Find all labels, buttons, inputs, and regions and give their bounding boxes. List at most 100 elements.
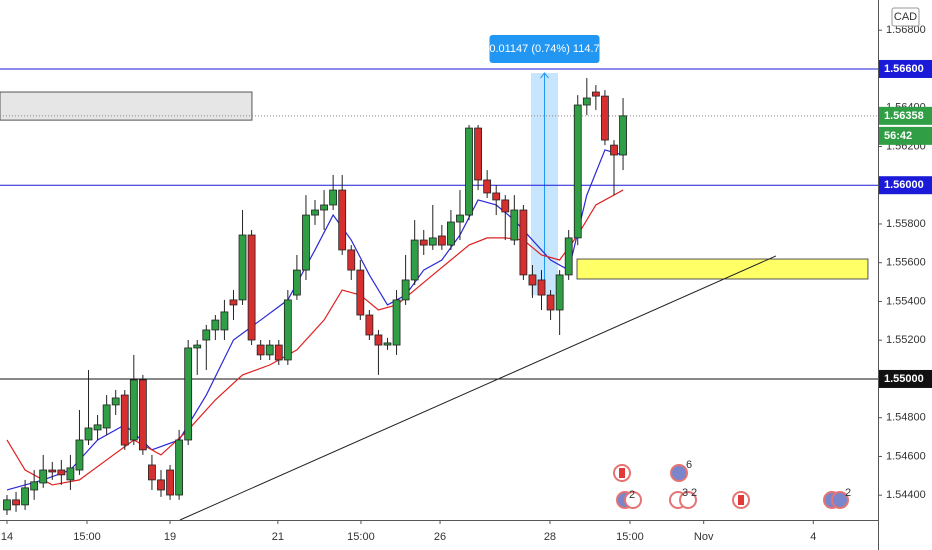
candle-body [138,379,147,451]
currency: CAD [894,11,917,23]
x-tick-label: 4 [810,531,816,543]
y-tick-label: 1.55400 [886,295,926,307]
countdown-label: 56:42 [884,130,912,142]
candle-body [392,299,401,346]
candle-body [21,487,29,506]
candle-body [374,334,383,346]
candle-body [220,311,229,331]
candle-body [75,439,84,471]
candle-body [84,427,93,441]
event-icon[interactable] [624,491,642,509]
candle-body [193,344,202,349]
candle-body [256,344,265,356]
candle-body [483,179,492,194]
candle-body [437,235,446,246]
line-price-label-box [879,176,932,195]
candle-body [102,404,111,429]
x-tick-label: 26 [434,531,446,543]
candle-body [66,467,75,481]
candle-body [175,439,184,496]
candle-body [510,209,519,241]
candle-body [211,319,220,331]
y-tick-label: 1.54600 [886,450,926,462]
y-tick-label: 1.55800 [886,218,926,230]
candle-body [365,314,374,336]
line-price-label-box [879,59,932,78]
candle-body [274,344,283,361]
candle-body [537,279,546,296]
event-count: 6 [686,459,692,471]
candle-body [329,189,338,206]
candle-body [528,274,537,286]
line-price-label: 1.56000 [884,179,924,191]
candle-body [347,249,356,271]
candle-body [184,347,193,441]
y-tick-label: 1.55600 [886,257,926,269]
candle-body [148,464,156,481]
candle-body [120,394,129,446]
last-price-label: 1.56358 [884,110,924,122]
candle-body [546,294,555,311]
y-tick-label: 1.56800 [886,24,926,36]
candle-body [247,234,256,341]
candle-body [93,424,102,431]
candle-body [501,199,510,213]
measure-label-box [489,35,600,64]
measure-label: 0.01147 (0.74%) 114.7 [489,43,599,55]
currency-box [891,7,920,27]
line-price-label-box [879,369,932,388]
candle-body [474,127,482,181]
event-count: 3 [682,487,688,499]
event-icon[interactable] [679,491,697,509]
candle-body [57,469,66,476]
candle-body [419,239,428,246]
candle-body [410,239,419,281]
candle-body [456,214,464,223]
candle-body [265,344,274,356]
event-count: 2 [691,487,697,499]
candle-body [401,279,410,301]
candle-body [582,97,591,106]
candle-body [555,274,564,311]
candle-body [3,499,11,511]
x-tick-label: 15:00 [73,531,101,543]
candle-body [48,469,57,473]
y-tick-label: 1.54800 [886,412,926,424]
countdown-label-box [879,126,932,145]
candle-body [610,144,618,156]
x-tick-label: 14 [1,531,13,543]
x-tick-label: 15:00 [347,531,375,543]
x-tick-label: 21 [272,531,284,543]
candle-body [320,204,328,211]
candle-body [238,234,247,301]
x-tick-label: 19 [164,531,176,543]
event-icon[interactable] [831,491,849,509]
candle-body [492,192,501,201]
line-price-label: 1.56600 [884,63,924,75]
line-price-label: 1.55000 [884,373,924,385]
candle-body [383,342,392,346]
flag [738,495,744,505]
event-count: 2 [629,489,635,501]
candle-body [619,115,627,156]
trendline [179,255,777,521]
zone [576,258,869,280]
price-axis: 1.568001.564001.562001.558001.556001.554… [878,24,932,501]
zone [0,91,253,121]
y-tick-label: 1.55200 [886,334,926,346]
measure-arrowhead [540,72,549,79]
candle-body [591,91,600,97]
candle-body [311,209,319,216]
candle-body [292,269,301,296]
candle-body [573,104,582,239]
candle-body [12,499,20,506]
candle-body [229,299,238,306]
candle-body [129,379,138,441]
event-icon[interactable] [670,464,688,482]
candle-body [166,469,174,496]
candle-body [428,237,437,246]
x-tick-label: 28 [544,531,556,543]
event-count: 2 [845,487,851,499]
candle-body [601,95,609,141]
